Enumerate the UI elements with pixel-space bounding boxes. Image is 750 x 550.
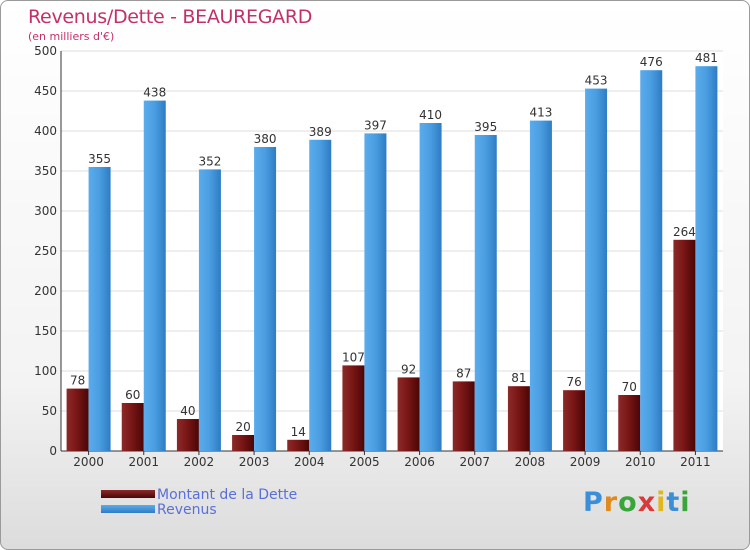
- x-tick-label: 2001: [128, 455, 159, 469]
- bar-revenus-2000: [88, 167, 111, 451]
- bar-debt-2011: [673, 239, 696, 451]
- legend-swatch-revenus: [101, 505, 155, 513]
- data-label-debt: 20: [235, 420, 250, 434]
- logo-letter: r: [603, 487, 619, 518]
- data-label-debt: 70: [622, 380, 637, 394]
- bar-debt-2006: [397, 377, 420, 451]
- bar-debt-2010: [618, 395, 641, 451]
- logo-letter: P: [583, 487, 604, 518]
- bar-debt-2005: [342, 365, 365, 451]
- data-label-revenus: 355: [88, 152, 111, 166]
- y-tick-label: 400: [34, 124, 57, 138]
- data-label-revenus: 352: [198, 154, 221, 168]
- bar-debt-2007: [452, 381, 475, 451]
- data-label-debt: 78: [70, 374, 85, 388]
- x-tick-label: 2006: [404, 455, 435, 469]
- bar-revenus-2003: [254, 147, 277, 451]
- data-label-debt: 40: [180, 404, 195, 418]
- x-tick-label: 2005: [349, 455, 380, 469]
- y-tick-label: 100: [34, 364, 57, 378]
- bar-debt-2003: [232, 435, 255, 451]
- bar-debt-2004: [287, 439, 310, 451]
- logo-letter: t: [666, 487, 681, 518]
- legend-label-debt: Montant de la Dette: [157, 487, 298, 503]
- x-tick-label: 2002: [184, 455, 215, 469]
- bar-revenus-2008: [529, 120, 552, 451]
- x-tick-label: 2003: [239, 455, 270, 469]
- bar-revenus-2002: [198, 169, 221, 451]
- data-label-revenus: 389: [309, 125, 332, 139]
- data-label-debt: 87: [456, 366, 471, 380]
- data-label-debt: 14: [291, 425, 306, 439]
- x-tick-label: 2008: [515, 455, 546, 469]
- y-tick-label: 150: [34, 324, 57, 338]
- bar-debt-2000: [66, 388, 89, 451]
- bar-revenus-2010: [640, 70, 663, 451]
- x-tick-label: 2000: [73, 455, 104, 469]
- legend-swatch-debt: [101, 490, 155, 498]
- data-label-revenus: 397: [364, 118, 387, 132]
- data-label-debt: 264: [673, 225, 696, 239]
- bar-debt-2002: [176, 419, 199, 451]
- logo-letter: o: [618, 487, 638, 518]
- data-label-revenus: 453: [585, 74, 608, 88]
- bar-revenus-2011: [695, 66, 718, 451]
- chart-subtitle: (en milliers d'€): [28, 30, 115, 43]
- logo-letter: x: [637, 487, 657, 518]
- bar-debt-2009: [563, 390, 586, 451]
- data-label-revenus: 380: [254, 132, 277, 146]
- y-tick-label: 450: [34, 84, 57, 98]
- y-tick-label: 200: [34, 284, 57, 298]
- y-tick-label: 250: [34, 244, 57, 258]
- legend-label-revenus: Revenus: [157, 502, 217, 518]
- x-tick-label: 2009: [570, 455, 601, 469]
- bar-revenus-2004: [309, 139, 332, 452]
- bar-revenus-2007: [474, 135, 497, 451]
- data-label-revenus: 395: [474, 120, 497, 134]
- chart-title: Revenus/Dette - BEAUREGARD: [28, 6, 313, 28]
- bar-debt-2008: [507, 386, 530, 451]
- proxiti-logo: Proxiti: [583, 487, 691, 518]
- data-label-revenus: 410: [419, 108, 442, 122]
- bar-revenus-2001: [143, 100, 166, 451]
- logo-letter: i: [656, 487, 667, 518]
- bar-debt-2001: [121, 403, 144, 451]
- y-tick-label: 350: [34, 164, 57, 178]
- data-label-debt: 92: [401, 362, 416, 376]
- y-tick-label: 50: [42, 404, 57, 418]
- data-label-revenus: 413: [529, 106, 552, 120]
- logo-letter: i: [680, 487, 691, 518]
- x-tick-label: 2010: [625, 455, 656, 469]
- bar-revenus-2006: [419, 123, 442, 451]
- bar-revenus-2009: [585, 88, 608, 451]
- y-tick-label: 0: [49, 444, 57, 458]
- data-label-revenus: 481: [695, 51, 718, 65]
- y-tick-label: 300: [34, 204, 57, 218]
- x-tick-label: 2007: [459, 455, 490, 469]
- y-tick-label: 500: [34, 44, 57, 58]
- x-tick-label: 2004: [294, 455, 325, 469]
- bar-revenus-2005: [364, 133, 387, 451]
- data-label-debt: 76: [566, 375, 581, 389]
- x-tick-label: 2011: [680, 455, 711, 469]
- data-label-debt: 60: [125, 388, 140, 402]
- data-label-revenus: 438: [143, 86, 166, 100]
- data-label-debt: 81: [511, 371, 526, 385]
- data-label-debt: 107: [342, 350, 365, 364]
- data-label-revenus: 476: [640, 55, 663, 69]
